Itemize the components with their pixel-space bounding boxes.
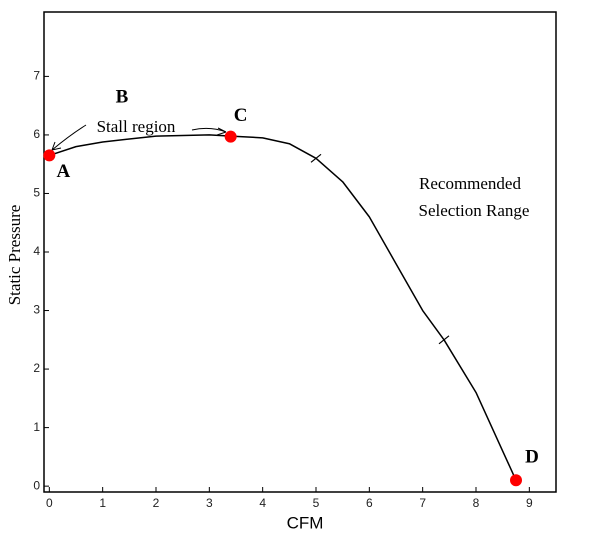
point [43,149,56,162]
x-tick-label: 3 [206,496,213,510]
y-tick-label: 5 [33,186,40,200]
annotation: Recommended [419,174,521,193]
point-label: C [234,105,248,126]
point [510,474,522,487]
x-tick-label: 1 [99,496,106,510]
y-tick-label: 1 [33,420,40,434]
y-tick-label: 2 [33,361,40,375]
y-tick-label: 7 [33,69,40,83]
point-label: D [525,447,539,468]
point [224,130,237,143]
x-tick-label: 2 [153,496,160,510]
x-tick-label: 7 [419,496,426,510]
y-tick-label: 0 [33,478,40,492]
x-tick-label: 4 [259,496,266,510]
y-axis-label: Static Pressure [5,205,24,306]
annotation: Selection Range [419,201,530,220]
arrow [191,127,227,136]
x-tick-label: 8 [473,496,480,510]
x-tick-label: 0 [46,496,53,510]
x-tick-label: 9 [526,496,533,510]
x-tick-label: 5 [313,496,320,510]
y-tick-label: 3 [33,303,40,317]
y-tick-label: 4 [33,244,40,258]
range-mark [310,153,322,163]
y-tick-label: 6 [33,127,40,141]
x-tick-label: 6 [366,496,373,510]
x-axis-label: CFM [287,513,324,532]
annotation: B [116,86,129,107]
point-label: A [56,161,70,182]
plot-frame [43,11,557,493]
annotation: Stall region [97,117,176,136]
arrow [51,124,87,151]
range-mark [438,335,450,345]
